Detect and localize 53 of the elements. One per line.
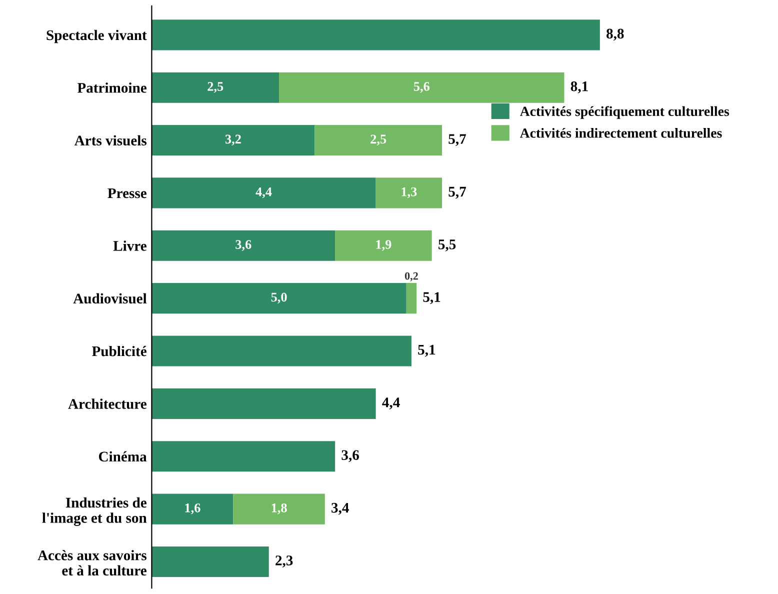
legend-label: Activités indirectement culturelles: [520, 128, 722, 138]
data-label: 2,5: [208, 82, 224, 93]
bar: [152, 20, 600, 50]
bar: [152, 336, 412, 366]
total-label: 3,4: [332, 502, 349, 515]
legend-label: Activités spécifiquement culturelles: [520, 106, 730, 119]
total-label: 5,1: [418, 344, 436, 357]
bar: [152, 494, 234, 524]
data-label: 1,9: [376, 240, 392, 251]
data-label: 3,2: [225, 134, 241, 146]
bar: [152, 388, 376, 419]
bar: [152, 178, 376, 208]
bar: [152, 72, 280, 103]
bar: [152, 441, 336, 472]
bar: [279, 72, 564, 103]
total-label: 2,3: [276, 556, 293, 568]
data-label: 1,8: [272, 503, 287, 514]
data-label: 1,6: [185, 503, 200, 514]
total-label: 8,8: [606, 28, 624, 41]
bar: [152, 125, 315, 156]
total-label: 8,1: [570, 81, 588, 94]
bar: [376, 178, 442, 208]
bar: [233, 494, 325, 524]
bar: [152, 546, 269, 577]
y-tick-label: Arts visuels: [74, 135, 146, 146]
total-label: 5,7: [448, 134, 466, 146]
y-tick-label: Architecture: [68, 398, 146, 409]
total-label: 3,6: [342, 450, 359, 462]
y-tick-label: Publicité: [92, 346, 146, 356]
data-label: 0,2: [404, 272, 418, 282]
total-label: 5,1: [423, 292, 440, 304]
bar: [335, 230, 432, 261]
y-tick-label: Patrimoine: [77, 82, 146, 93]
data-label: 2,5: [370, 134, 386, 146]
data-label: 5,0: [271, 292, 287, 304]
y-tick-label: Audiovisuel: [73, 293, 147, 304]
total-label: 5,5: [438, 240, 456, 252]
y-tick-label: Industries de l'image et du son: [42, 497, 147, 526]
bar: [314, 125, 442, 156]
data-label: 1,3: [402, 187, 417, 198]
y-tick-label: Presse: [108, 188, 146, 198]
total-label: 5,7: [448, 186, 466, 199]
y-tick-label: Spectacle vivant: [46, 30, 147, 44]
bar: [152, 230, 336, 261]
data-label: 4,4: [256, 187, 272, 198]
total-label: 4,4: [382, 398, 400, 410]
bar: [152, 283, 406, 314]
y-tick-label: Accès aux savoirs et à la culture: [38, 550, 146, 576]
y-tick-label: Cinéma: [98, 451, 147, 462]
bar: [406, 283, 417, 314]
data-label: 3,6: [236, 240, 252, 251]
data-label: 5,6: [414, 82, 430, 93]
y-tick-label: Livre: [113, 240, 146, 251]
